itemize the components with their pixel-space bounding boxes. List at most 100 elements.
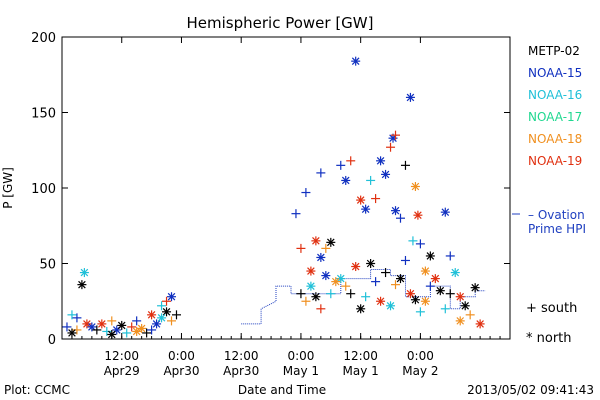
data-point: [366, 259, 376, 268]
data-point: [311, 236, 321, 246]
data-point: [381, 169, 391, 179]
ovation-legend-label: – Ovation: [528, 208, 585, 222]
y-axis-label: P [GW]: [1, 167, 15, 209]
data-point: [445, 251, 455, 261]
data-point: [410, 181, 420, 191]
data-point: [301, 296, 311, 306]
marker-legend: + south * north: [526, 301, 577, 346]
data-point: [356, 304, 366, 314]
data-point: [162, 296, 172, 306]
data-point: [79, 268, 89, 278]
data-point: [122, 328, 132, 338]
data-point: [391, 130, 401, 140]
data-point: [92, 325, 102, 335]
y-tick-label: 200: [31, 31, 56, 46]
y-axis: 0 50 100 150 200: [31, 31, 510, 348]
legend-entry: NOAA-19: [528, 154, 582, 168]
satellite-legend: METP-02 NOAA-15 NOAA-16 NOAA-17 NOAA-18 NOAA-…: [528, 44, 582, 168]
data-point: [391, 206, 401, 216]
data-point: [361, 292, 371, 302]
data-point: [470, 283, 480, 293]
data-point: [341, 175, 351, 185]
data-point: [291, 209, 301, 219]
data-point: [326, 289, 336, 299]
data-point: [341, 281, 351, 291]
data-point: [117, 320, 127, 330]
data-point: [346, 156, 356, 166]
marker-legend-entry: + south: [526, 301, 577, 316]
data-point: [450, 268, 460, 278]
data-point: [132, 316, 142, 326]
data-point: [167, 316, 177, 326]
data-point: [460, 301, 470, 311]
data-point: [420, 296, 430, 306]
y-tick-label: 100: [31, 182, 56, 197]
data-point: [381, 268, 391, 278]
x-tick-label-date: Apr30: [163, 364, 199, 378]
y-tick-label: 0: [48, 333, 56, 348]
data-point: [67, 310, 77, 320]
x-tick-label-time: 12:00: [224, 349, 259, 363]
data-point: [147, 310, 157, 320]
data-point: [331, 277, 341, 287]
x-tick-label-date: Apr29: [104, 364, 140, 378]
data-point: [162, 307, 172, 317]
marker-legend-entry: * north: [526, 331, 572, 346]
data-point: [455, 292, 465, 302]
data-point: [440, 304, 450, 314]
legend-entry: NOAA-16: [528, 88, 582, 102]
data-point: [440, 207, 450, 217]
data-point: [102, 326, 112, 336]
data-point: [82, 319, 92, 329]
x-tick-label-time: 12:00: [104, 349, 139, 363]
data-point: [321, 271, 331, 281]
data-point: [395, 274, 405, 284]
data-point: [395, 213, 405, 223]
data-point: [430, 274, 440, 284]
x-tick-label-date: May 1: [283, 364, 319, 378]
x-tick-label-date: Apr30: [223, 364, 259, 378]
data-point: [410, 295, 420, 305]
x-tick-label-time: 0:00: [168, 349, 195, 363]
data-point: [107, 316, 117, 326]
data-point: [87, 322, 97, 332]
data-point: [400, 160, 410, 170]
data-point: [137, 323, 147, 333]
data-point: [405, 92, 415, 102]
x-axis-label: Date and Time: [238, 383, 326, 397]
data-point: [351, 56, 361, 66]
data-point: [391, 280, 401, 290]
data-point: [386, 301, 396, 311]
data-point: [475, 319, 485, 329]
data-point: [321, 243, 331, 253]
x-tick-label-date: May 1: [343, 364, 379, 378]
data-point: [420, 266, 430, 276]
data-point: [147, 325, 157, 335]
ovation-legend-label-2: Prime HPI: [528, 222, 586, 236]
data-point: [306, 281, 316, 291]
data-point: [152, 319, 162, 329]
data-point: [425, 251, 435, 261]
data-point: [455, 316, 465, 326]
data-point: [296, 243, 306, 253]
legend-entry: NOAA-18: [528, 132, 582, 146]
data-point: [445, 289, 455, 299]
data-point: [336, 160, 346, 170]
data-point: [425, 281, 435, 291]
data-point: [465, 310, 475, 320]
y-tick-label: 50: [39, 258, 56, 273]
data-point: [415, 239, 425, 249]
data-point: [336, 274, 346, 284]
data-point: [316, 168, 326, 178]
legend-entry: NOAA-15: [528, 66, 582, 80]
data-point: [405, 289, 415, 299]
x-tick-label-date: May 2: [402, 364, 438, 378]
data-point: [107, 329, 117, 339]
plot-credit: Plot: CCMC: [4, 383, 70, 397]
data-point: [97, 319, 107, 329]
data-point: [301, 188, 311, 198]
data-point: [415, 307, 425, 317]
data-point: [361, 204, 371, 214]
